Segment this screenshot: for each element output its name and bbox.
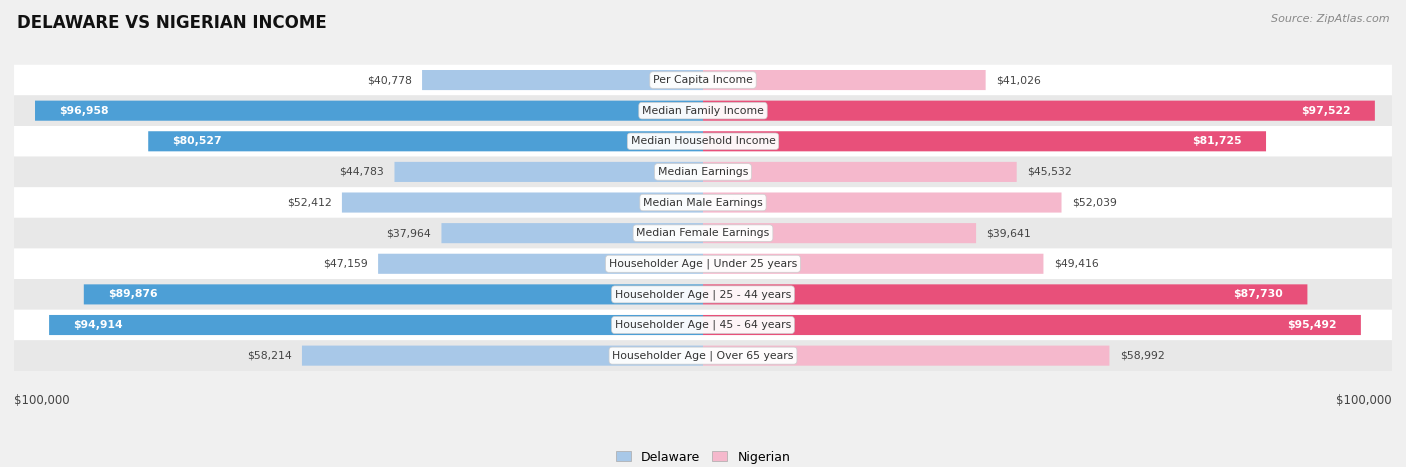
FancyBboxPatch shape bbox=[302, 346, 703, 366]
Text: Householder Age | Under 25 years: Householder Age | Under 25 years bbox=[609, 259, 797, 269]
Text: Median Male Earnings: Median Male Earnings bbox=[643, 198, 763, 207]
Text: $80,527: $80,527 bbox=[173, 136, 222, 146]
Text: Per Capita Income: Per Capita Income bbox=[652, 75, 754, 85]
FancyBboxPatch shape bbox=[703, 162, 1017, 182]
FancyBboxPatch shape bbox=[35, 100, 703, 120]
FancyBboxPatch shape bbox=[378, 254, 703, 274]
FancyBboxPatch shape bbox=[703, 70, 986, 90]
FancyBboxPatch shape bbox=[703, 192, 1062, 212]
FancyBboxPatch shape bbox=[395, 162, 703, 182]
Text: $58,992: $58,992 bbox=[1119, 351, 1164, 361]
Text: $87,730: $87,730 bbox=[1233, 290, 1284, 299]
FancyBboxPatch shape bbox=[703, 346, 1109, 366]
Text: $39,641: $39,641 bbox=[987, 228, 1031, 238]
FancyBboxPatch shape bbox=[703, 131, 1265, 151]
Text: $100,000: $100,000 bbox=[1336, 394, 1392, 407]
FancyBboxPatch shape bbox=[703, 284, 1308, 304]
FancyBboxPatch shape bbox=[422, 70, 703, 90]
Text: Householder Age | 45 - 64 years: Householder Age | 45 - 64 years bbox=[614, 320, 792, 330]
FancyBboxPatch shape bbox=[84, 284, 703, 304]
FancyBboxPatch shape bbox=[703, 100, 1375, 120]
Text: $100,000: $100,000 bbox=[14, 394, 70, 407]
Text: $58,214: $58,214 bbox=[247, 351, 291, 361]
Legend: Delaware, Nigerian: Delaware, Nigerian bbox=[610, 446, 796, 467]
Text: Source: ZipAtlas.com: Source: ZipAtlas.com bbox=[1271, 14, 1389, 24]
Text: Median Family Income: Median Family Income bbox=[643, 106, 763, 116]
Text: $40,778: $40,778 bbox=[367, 75, 412, 85]
Text: $52,412: $52,412 bbox=[287, 198, 332, 207]
Text: $49,416: $49,416 bbox=[1053, 259, 1098, 269]
FancyBboxPatch shape bbox=[14, 187, 1392, 218]
Text: Median Female Earnings: Median Female Earnings bbox=[637, 228, 769, 238]
Text: Householder Age | 25 - 44 years: Householder Age | 25 - 44 years bbox=[614, 289, 792, 300]
Text: $94,914: $94,914 bbox=[73, 320, 122, 330]
FancyBboxPatch shape bbox=[14, 156, 1392, 187]
Text: $95,492: $95,492 bbox=[1286, 320, 1337, 330]
FancyBboxPatch shape bbox=[14, 340, 1392, 371]
Text: DELAWARE VS NIGERIAN INCOME: DELAWARE VS NIGERIAN INCOME bbox=[17, 14, 326, 32]
FancyBboxPatch shape bbox=[14, 126, 1392, 156]
Text: $97,522: $97,522 bbox=[1301, 106, 1351, 116]
Text: $89,876: $89,876 bbox=[108, 290, 157, 299]
Text: $37,964: $37,964 bbox=[387, 228, 432, 238]
FancyBboxPatch shape bbox=[14, 218, 1392, 248]
Text: Median Household Income: Median Household Income bbox=[630, 136, 776, 146]
FancyBboxPatch shape bbox=[14, 95, 1392, 126]
Text: $45,532: $45,532 bbox=[1026, 167, 1071, 177]
Text: $44,783: $44,783 bbox=[339, 167, 384, 177]
Text: Householder Age | Over 65 years: Householder Age | Over 65 years bbox=[612, 350, 794, 361]
FancyBboxPatch shape bbox=[703, 254, 1043, 274]
FancyBboxPatch shape bbox=[703, 223, 976, 243]
FancyBboxPatch shape bbox=[49, 315, 703, 335]
Text: $41,026: $41,026 bbox=[995, 75, 1040, 85]
FancyBboxPatch shape bbox=[14, 310, 1392, 340]
FancyBboxPatch shape bbox=[441, 223, 703, 243]
FancyBboxPatch shape bbox=[14, 279, 1392, 310]
Text: $96,958: $96,958 bbox=[59, 106, 108, 116]
FancyBboxPatch shape bbox=[148, 131, 703, 151]
Text: $81,725: $81,725 bbox=[1192, 136, 1241, 146]
FancyBboxPatch shape bbox=[703, 315, 1361, 335]
FancyBboxPatch shape bbox=[14, 248, 1392, 279]
Text: $47,159: $47,159 bbox=[323, 259, 368, 269]
FancyBboxPatch shape bbox=[342, 192, 703, 212]
Text: $52,039: $52,039 bbox=[1071, 198, 1116, 207]
Text: Median Earnings: Median Earnings bbox=[658, 167, 748, 177]
FancyBboxPatch shape bbox=[14, 65, 1392, 95]
